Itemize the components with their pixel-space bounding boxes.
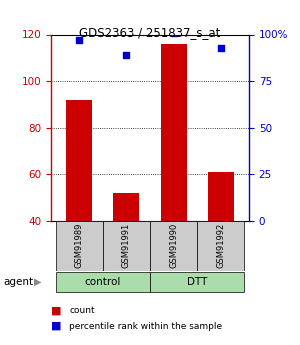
Bar xyxy=(208,172,234,221)
Bar xyxy=(150,272,244,292)
Bar xyxy=(103,221,150,271)
Bar xyxy=(197,221,244,271)
Point xyxy=(124,52,129,58)
Point xyxy=(77,37,82,43)
Text: control: control xyxy=(85,277,121,287)
Bar xyxy=(150,221,197,271)
Bar xyxy=(56,272,150,292)
Bar xyxy=(66,100,92,221)
Text: ■: ■ xyxy=(51,306,62,315)
Text: GSM91989: GSM91989 xyxy=(75,223,84,268)
Text: ■: ■ xyxy=(51,321,62,331)
Text: ▶: ▶ xyxy=(34,277,41,287)
Point xyxy=(171,30,176,36)
Text: count: count xyxy=(69,306,94,315)
Text: agent: agent xyxy=(3,277,33,287)
Point xyxy=(218,45,223,50)
Text: GSM91991: GSM91991 xyxy=(122,223,131,268)
Bar xyxy=(56,221,103,271)
Text: GSM91992: GSM91992 xyxy=(216,223,225,268)
Text: GSM91990: GSM91990 xyxy=(169,223,178,268)
Text: percentile rank within the sample: percentile rank within the sample xyxy=(69,322,222,331)
Text: GDS2363 / 251837_s_at: GDS2363 / 251837_s_at xyxy=(79,26,221,39)
Bar xyxy=(113,193,140,221)
Text: DTT: DTT xyxy=(187,277,207,287)
Bar xyxy=(160,44,187,221)
